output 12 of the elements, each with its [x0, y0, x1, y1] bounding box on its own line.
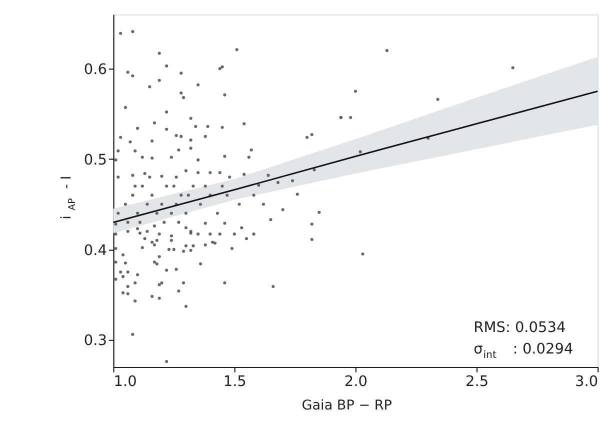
y-tick-label: 0.5: [84, 152, 108, 168]
y-axis-title: iAP - I: [58, 176, 78, 220]
x-axis-title: Gaia BP − RP: [302, 398, 392, 414]
x-tick-label: 3.0: [574, 374, 598, 390]
y-tick-label: 0.4: [84, 242, 108, 259]
x-tick-label: 1.0: [114, 374, 137, 390]
y-tick-label: 0.3: [84, 333, 108, 350]
x-tick-label: 1.5: [223, 374, 246, 390]
annotation: RMS: 0.0534: [474, 320, 566, 336]
y-tick-label: 0.6: [84, 62, 108, 78]
x-tick-label: 2.0: [344, 374, 368, 390]
x-tick-label: 2.5: [465, 374, 489, 390]
